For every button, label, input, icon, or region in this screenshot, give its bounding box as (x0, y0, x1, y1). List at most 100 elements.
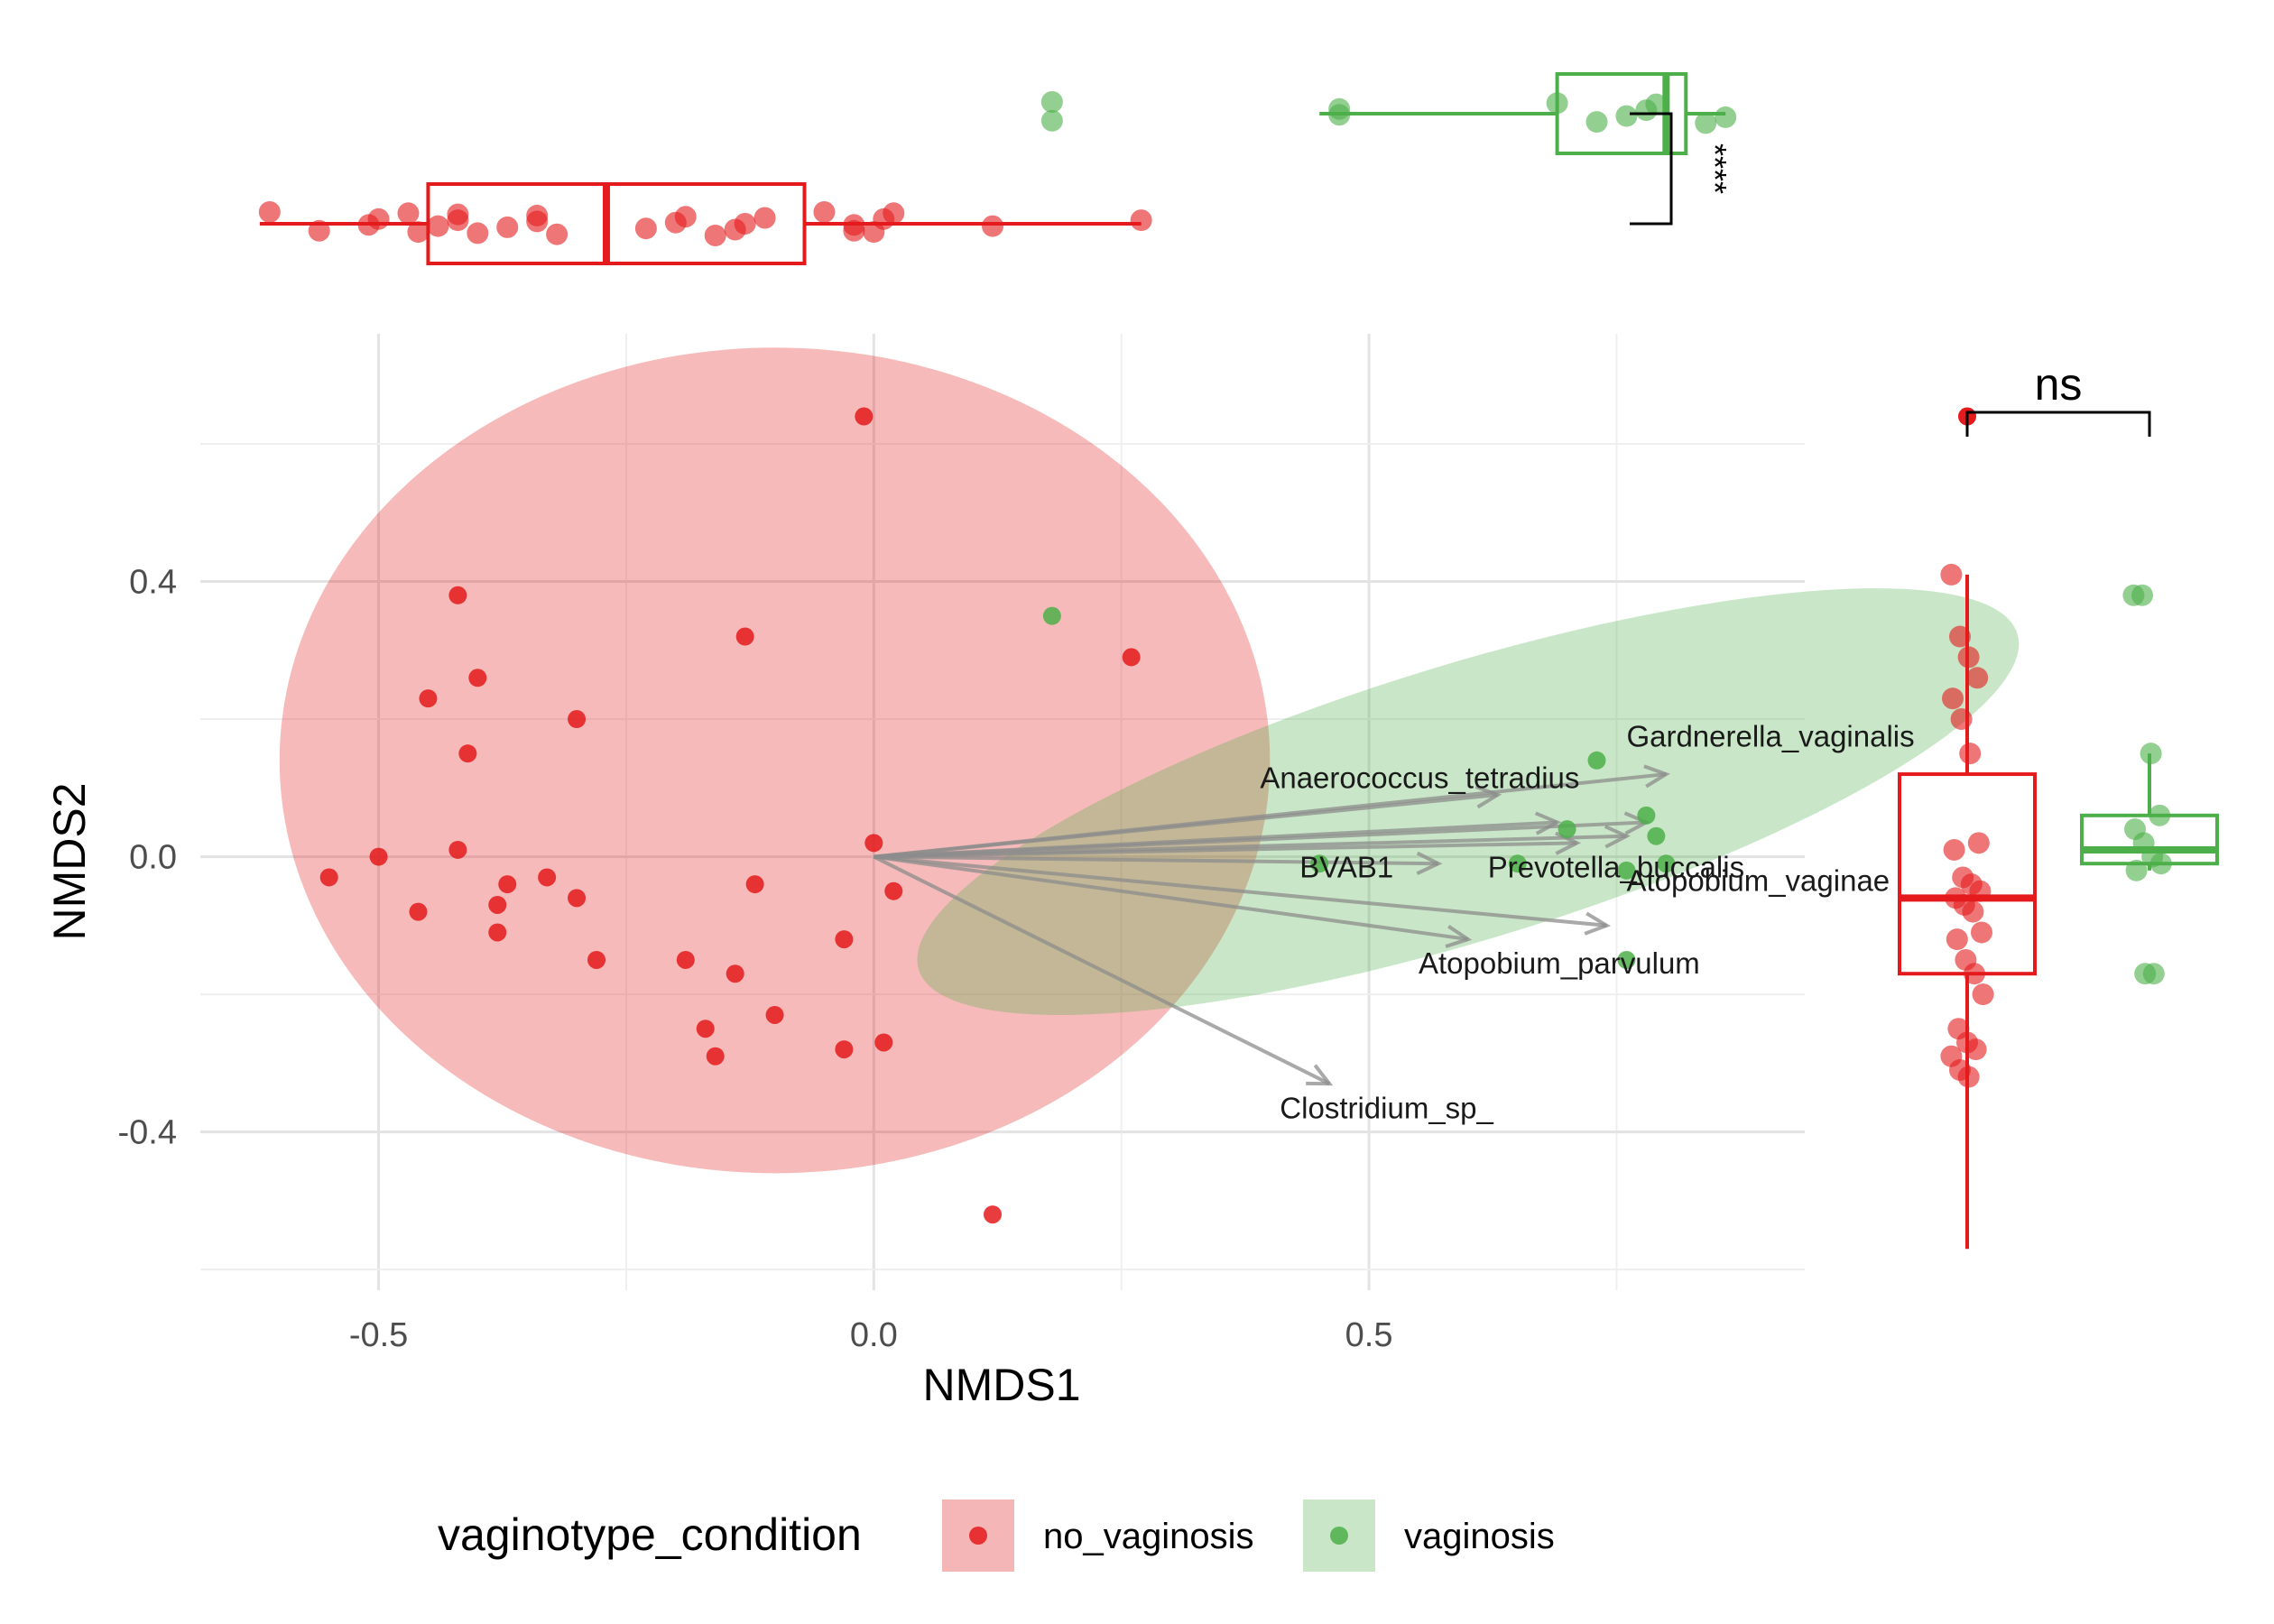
data-point-no-vaginosis (765, 1005, 784, 1024)
right-marginal-boxplot: ns (1898, 359, 2219, 1250)
right-significance-label: ns (2035, 359, 2083, 410)
legend-title: vaginotype_condition (438, 1509, 862, 1560)
top-jitter-point-no-vaginosis (427, 215, 449, 237)
top-marginal-boxplot: **** (258, 72, 1737, 265)
data-point-no-vaginosis (468, 669, 487, 687)
vector-line (874, 854, 1438, 866)
vector-arrowhead (1416, 851, 1443, 876)
right-jitter-point-no-vaginosis (1962, 900, 1984, 923)
top-jitter-point-no-vaginosis (813, 201, 836, 223)
vector-label: Atopobium_parvulum (1419, 946, 1700, 980)
vector-arrowhead (1584, 911, 1612, 936)
data-point-no-vaginosis (448, 840, 467, 859)
data-point-no-vaginosis (369, 847, 388, 866)
right-jitter-point-no-vaginosis (1957, 646, 1980, 669)
vector-label: BVAB1 (1299, 850, 1393, 883)
vector-arrowhead (1604, 825, 1632, 849)
y-tick-label: -0.4 (118, 1114, 177, 1152)
top-jitter-point-vaginosis (1546, 92, 1568, 115)
vector-line (874, 820, 1558, 859)
data-point-no-vaginosis (458, 744, 477, 763)
vector-line (874, 792, 1498, 859)
right-jitter-point-no-vaginosis (1972, 983, 1994, 1006)
data-point-vaginosis (1647, 826, 1666, 845)
data-point-no-vaginosis (874, 1033, 893, 1052)
top-jitter-point-no-vaginosis (704, 225, 726, 246)
legend-label-no-vaginosis: no_vaginosis (1043, 1517, 1254, 1556)
right-jitter-point-no-vaginosis (1950, 708, 1973, 731)
data-point-vaginosis (1617, 861, 1636, 880)
vector-label: Clostridium_sp_ (1280, 1091, 1493, 1124)
right-jitter-point-no-vaginosis (1946, 928, 1968, 951)
vector-label: Atopobium_vaginae (1626, 864, 1890, 898)
vector-layer (873, 764, 1670, 1086)
data-point-vaginosis (1310, 854, 1329, 873)
data-point-no-vaginosis (419, 689, 438, 708)
top-jitter-point-no-vaginosis (308, 219, 330, 242)
point-layer (319, 407, 1676, 1224)
right-jitter-point-vaginosis (2131, 584, 2153, 606)
top-jitter-point-no-vaginosis (496, 216, 519, 238)
top-jitter-point-vaginosis (1040, 109, 1063, 132)
top-jitter-point-no-vaginosis (634, 217, 657, 240)
data-point-no-vaginosis (488, 895, 507, 914)
right-jitter-point-no-vaginosis (1949, 625, 1971, 648)
top-jitter-point-no-vaginosis (843, 214, 865, 236)
right-jitter-point-no-vaginosis (1957, 1066, 1980, 1088)
vector-line (874, 854, 1607, 927)
right-significance-bracket (1965, 411, 2151, 437)
right-jitter-point-no-vaginosis (1942, 687, 1964, 710)
ellipse-vaginosis (917, 588, 2020, 1016)
data-point-no-vaginosis (696, 1020, 715, 1038)
top-jitter-point-vaginosis (1328, 97, 1351, 120)
top-jitter-point-vaginosis (1695, 112, 1717, 134)
data-point-no-vaginosis (568, 710, 587, 729)
data-point-vaginosis (1617, 950, 1636, 969)
top-jitter-point-no-vaginosis (863, 221, 885, 244)
top-jitter-point-no-vaginosis (526, 204, 549, 226)
top-jitter-point-vaginosis (1615, 105, 1638, 127)
top-jitter-point-no-vaginosis (753, 207, 776, 229)
top-jitter-point-vaginosis (1040, 91, 1063, 113)
data-point-vaginosis (1657, 854, 1676, 873)
right-jitter-point-no-vaginosis (1959, 743, 1982, 765)
top-jitter-point-vaginosis (1715, 106, 1737, 128)
tick-layer: -0.5 0.0 0.5 -0.4 0.0 0.4 (118, 564, 1393, 1354)
right-jitter-point-no-vaginosis (1969, 880, 1992, 902)
vector-arrowhead (1534, 811, 1562, 835)
data-point-no-vaginosis (864, 834, 883, 853)
right-jitter-point-no-vaginosis (1971, 921, 1992, 944)
top-jitter-point-no-vaginosis (982, 215, 1004, 237)
data-point-no-vaginosis (448, 586, 467, 604)
top-jitter-point-no-vaginosis (734, 213, 756, 235)
grid-layer (200, 334, 1805, 1290)
data-point-no-vaginosis (409, 902, 428, 921)
right-jitter-point-vaginosis (2149, 804, 2171, 826)
data-point-no-vaginosis (835, 930, 854, 949)
data-point-no-vaginosis (319, 868, 338, 887)
data-point-no-vaginosis (726, 964, 744, 983)
vector-label: Anaerococcus_tetradius (1260, 761, 1579, 794)
top-jitter-point-no-vaginosis (467, 222, 489, 245)
top-jitter-point-vaginosis (1585, 111, 1608, 134)
data-point-no-vaginosis (587, 950, 606, 969)
vector-line (874, 854, 1469, 942)
vector-label: Prevotella_buccalis (1488, 850, 1744, 883)
data-point-no-vaginosis (488, 923, 507, 942)
y-axis-label: NMDS2 (44, 782, 95, 940)
data-point-vaginosis (1558, 820, 1576, 839)
right-jitter-point-no-vaginosis (1967, 832, 1990, 854)
right-jitter-point-no-vaginosis (1964, 1038, 1987, 1061)
top-jitter-point-no-vaginosis (1130, 209, 1152, 232)
top-jitter-point-no-vaginosis (546, 223, 568, 245)
data-point-no-vaginosis (706, 1047, 725, 1066)
legend-key-vaginosis-point (1330, 1527, 1348, 1545)
top-jitter-point-vaginosis (1645, 93, 1668, 115)
top-jitter-point-no-vaginosis (367, 208, 390, 230)
data-point-no-vaginosis (538, 868, 557, 887)
vector-label: Gardnerella_vaginalis (1626, 720, 1914, 753)
top-jitter-point-no-vaginosis (447, 203, 469, 226)
data-point-vaginosis (1637, 806, 1656, 825)
top-jitter-point-no-vaginosis (397, 202, 420, 225)
data-point-no-vaginosis (984, 1205, 1003, 1224)
